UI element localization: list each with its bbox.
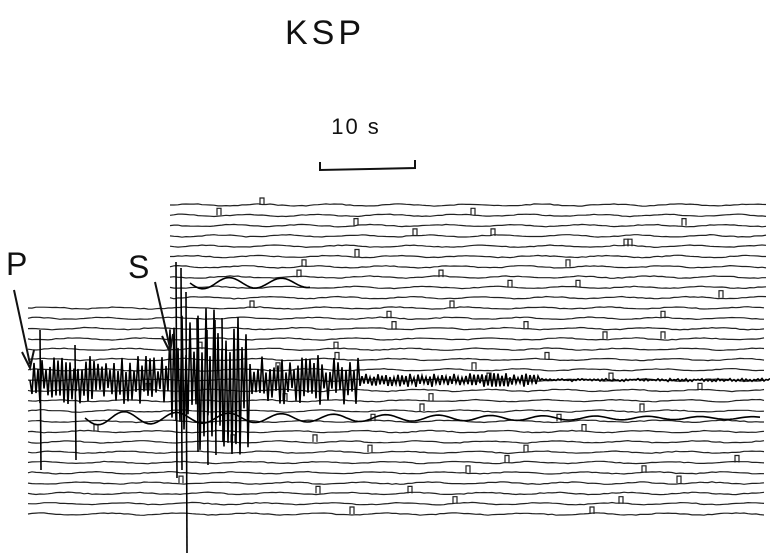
- trace-line: [169, 275, 766, 279]
- trace-line: [169, 285, 767, 290]
- time-mark: [333, 341, 339, 350]
- trace-line: [169, 244, 767, 249]
- time-mark: [419, 403, 425, 411]
- trace-line: [27, 306, 765, 310]
- s-phase-label: S: [128, 249, 149, 285]
- station-title: KSP: [285, 14, 365, 52]
- trace-line: [169, 213, 767, 218]
- trace-line: [170, 254, 766, 259]
- time-mark: [697, 382, 703, 391]
- time-mark: [465, 465, 471, 473]
- trace-line: [170, 203, 767, 207]
- time-mark: [353, 218, 359, 226]
- time-mark: [452, 496, 458, 504]
- trace-line: [27, 409, 765, 413]
- wave-spike: [175, 261, 178, 479]
- time-mark: [734, 454, 740, 463]
- time-mark: [275, 362, 281, 370]
- trace-line: [27, 512, 765, 516]
- wave-spike: [206, 329, 209, 466]
- time-mark: [660, 331, 666, 339]
- trace-line: [169, 223, 767, 228]
- wave-spike: [74, 344, 77, 461]
- time-mark: [367, 444, 373, 453]
- time-mark: [523, 444, 529, 453]
- trace-line: [27, 419, 764, 424]
- trace-line: [169, 264, 767, 269]
- time-mark: [490, 228, 496, 236]
- time-mark: [608, 372, 614, 381]
- trace-line: [27, 398, 765, 403]
- time-mark: [407, 485, 413, 494]
- time-mark: [504, 454, 510, 463]
- time-mark: [676, 475, 682, 484]
- time-mark: [259, 197, 265, 205]
- trace-line: [27, 337, 765, 341]
- trace-line: [27, 470, 765, 475]
- trace-line: [27, 491, 765, 496]
- wave-spike: [39, 329, 42, 471]
- trace-line: [27, 388, 765, 393]
- time-mark: [471, 362, 477, 370]
- time-mark: [438, 269, 444, 278]
- trace-line: [27, 501, 765, 506]
- wave-spike: [185, 291, 188, 553]
- earthquake-signal: [29, 261, 770, 553]
- wave-spike: [180, 267, 183, 471]
- time-mark: [386, 310, 392, 319]
- time-mark: [312, 434, 318, 442]
- s-phase-arrow: [154, 281, 174, 356]
- p-phase-label: P: [6, 246, 27, 282]
- time-mark: [334, 351, 340, 360]
- time-mark: [412, 228, 418, 236]
- time-mark: [507, 279, 513, 288]
- time-mark: [575, 279, 581, 288]
- scale-bar-label: 10 s: [331, 114, 381, 139]
- time-mark: [315, 485, 321, 494]
- time-mark: [470, 207, 476, 216]
- trace-line: [27, 429, 765, 434]
- time-mark: [391, 321, 397, 329]
- time-mark: [581, 424, 587, 432]
- time-mark: [602, 331, 608, 339]
- time-mark: [641, 465, 647, 473]
- time-mark: [249, 300, 255, 308]
- trace-line: [169, 233, 767, 238]
- time-mark: [618, 496, 624, 504]
- time-mark: [296, 269, 302, 278]
- trace-line: [27, 450, 765, 455]
- wave-spike: [196, 317, 199, 453]
- time-mark: [428, 393, 434, 401]
- time-mark: [623, 238, 629, 247]
- time-mark: [589, 506, 595, 514]
- trace-line: [27, 439, 765, 444]
- trace-line: [27, 481, 765, 485]
- time-mark: [216, 207, 222, 216]
- time-mark: [523, 321, 529, 329]
- time-mark: [565, 259, 571, 267]
- time-mark: [349, 506, 355, 514]
- time-mark: [301, 259, 307, 267]
- trace-line: [27, 316, 764, 321]
- time-mark: [639, 403, 645, 411]
- scale-bar: [319, 160, 416, 172]
- time-mark: [660, 310, 666, 319]
- trace-line: [27, 326, 765, 331]
- trace-line: [27, 347, 765, 352]
- time-mark: [354, 248, 360, 257]
- wave-spike: [221, 317, 224, 443]
- trace-line: [27, 460, 765, 465]
- p-phase-arrow: [13, 289, 35, 371]
- main-wave-burst: [29, 308, 770, 455]
- time-mark: [178, 475, 184, 484]
- time-mark: [718, 290, 724, 298]
- time-mark: [681, 218, 687, 226]
- wave-spike: [214, 319, 217, 456]
- time-mark: [544, 351, 550, 360]
- trace-line: [169, 295, 767, 300]
- time-mark: [449, 300, 455, 308]
- surface-wave-oscillation: [189, 276, 311, 290]
